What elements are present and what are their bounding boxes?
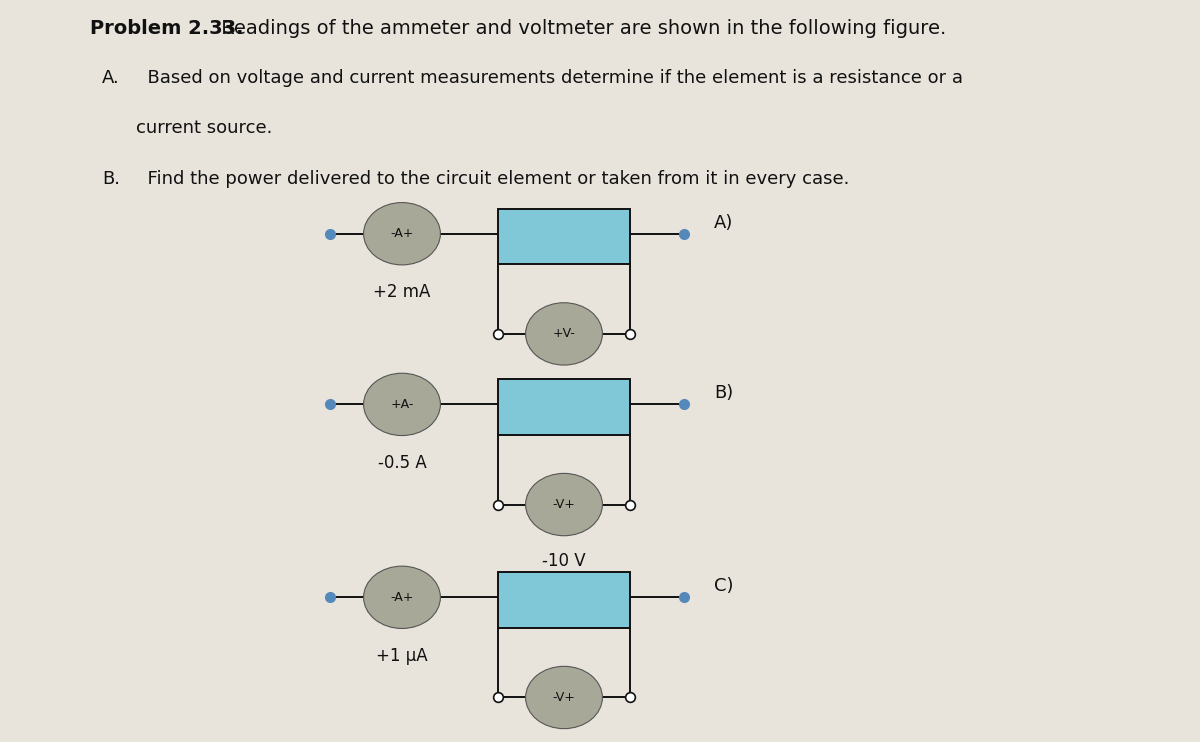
Ellipse shape xyxy=(364,373,440,436)
Bar xyxy=(498,209,630,264)
Text: +1 μA: +1 μA xyxy=(376,647,428,665)
Bar xyxy=(498,572,630,628)
Text: B): B) xyxy=(714,384,733,402)
Text: -V+: -V+ xyxy=(552,498,576,511)
Text: B.: B. xyxy=(102,170,120,188)
Bar xyxy=(498,379,630,435)
Text: current source.: current source. xyxy=(136,119,272,137)
Text: +2 mA: +2 mA xyxy=(373,283,431,301)
Text: -V+: -V+ xyxy=(552,691,576,704)
Ellipse shape xyxy=(526,666,602,729)
Text: A.: A. xyxy=(102,69,120,87)
Text: Problem 2.33.: Problem 2.33. xyxy=(90,19,244,38)
Text: +V-: +V- xyxy=(552,327,576,341)
Text: -A+: -A+ xyxy=(390,591,414,604)
Text: -A+: -A+ xyxy=(390,227,414,240)
Text: Readings of the ammeter and voltmeter are shown in the following figure.: Readings of the ammeter and voltmeter ar… xyxy=(215,19,946,38)
Ellipse shape xyxy=(526,303,602,365)
Text: A): A) xyxy=(714,214,733,232)
Ellipse shape xyxy=(364,566,440,628)
Text: Based on voltage and current measurements determine if the element is a resistan: Based on voltage and current measurement… xyxy=(136,69,962,87)
Ellipse shape xyxy=(364,203,440,265)
Text: -5 V: -5 V xyxy=(547,381,581,399)
Text: -10 V: -10 V xyxy=(542,552,586,570)
Text: -0.5 A: -0.5 A xyxy=(378,454,426,472)
Text: +A-: +A- xyxy=(390,398,414,411)
Text: Find the power delivered to the circuit element or taken from it in every case.: Find the power delivered to the circuit … xyxy=(136,170,848,188)
Text: C): C) xyxy=(714,577,733,595)
Ellipse shape xyxy=(526,473,602,536)
